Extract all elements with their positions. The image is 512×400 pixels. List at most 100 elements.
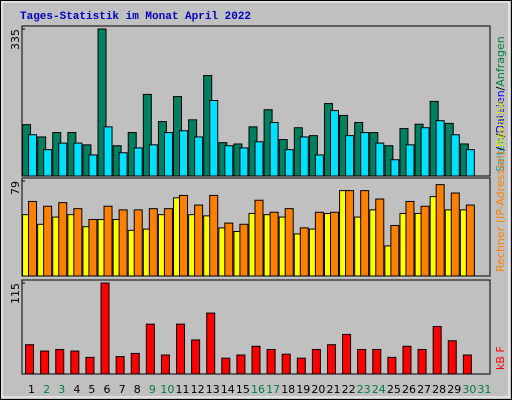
bar	[97, 28, 107, 177]
bar	[357, 348, 367, 375]
bar	[58, 202, 68, 277]
x-tick-label: 28	[432, 383, 446, 396]
x-tick-label: 30	[462, 383, 476, 396]
bar	[236, 354, 246, 375]
bar	[299, 136, 309, 177]
x-tick-label: 8	[134, 383, 141, 396]
legend-entry: Dateien	[494, 90, 507, 133]
bar	[130, 352, 140, 375]
bar	[372, 348, 382, 375]
bar	[465, 149, 475, 177]
bar	[402, 345, 412, 375]
bar	[435, 184, 445, 277]
bar	[266, 348, 276, 375]
bar	[462, 354, 472, 375]
bar	[465, 204, 475, 277]
bar	[209, 100, 219, 177]
bar	[194, 136, 204, 177]
x-tick-label: 6	[104, 383, 111, 396]
bar	[342, 333, 352, 375]
x-tick-label: 26	[402, 383, 416, 396]
bar	[390, 159, 400, 177]
bar	[145, 323, 155, 375]
x-tick-label: 23	[357, 383, 371, 396]
bar	[284, 208, 294, 277]
legend-separator: /	[494, 147, 507, 151]
bar	[191, 339, 201, 375]
bar	[115, 356, 125, 375]
x-tick-label: 20	[311, 383, 325, 396]
bar	[390, 224, 400, 277]
bar	[73, 142, 83, 177]
x-tick-label: 19	[296, 383, 310, 396]
bar	[88, 218, 98, 277]
legend-entry: Seiten	[494, 137, 507, 172]
x-tick-label: 14	[221, 383, 235, 396]
bar	[224, 222, 234, 277]
bar	[269, 121, 279, 177]
bar	[420, 127, 430, 177]
legend-entry: kB F	[494, 346, 507, 370]
bar	[329, 110, 339, 177]
bar	[254, 141, 264, 177]
bar	[435, 120, 445, 177]
x-tick-label: 29	[447, 383, 461, 396]
bar	[299, 227, 309, 277]
bar	[58, 142, 68, 177]
bar	[375, 198, 385, 277]
bar	[176, 323, 186, 375]
bar	[447, 340, 457, 375]
legend-entry: Rechner (IP-Adressen)	[494, 151, 507, 272]
bar	[221, 357, 231, 375]
bar	[148, 144, 158, 177]
legend-separator: /	[494, 86, 507, 90]
bar	[209, 194, 219, 277]
legend: Rechner (IP-Adressen)/Besuche	[494, 100, 507, 272]
bar	[360, 190, 370, 277]
bar	[88, 154, 98, 177]
x-tick-label: 21	[326, 383, 340, 396]
x-tick-label: 1	[28, 383, 35, 396]
bar	[432, 326, 442, 375]
x-tick-label: 3	[58, 383, 65, 396]
y-tick-label: 335	[9, 29, 22, 50]
bar	[40, 350, 50, 375]
bar	[133, 147, 143, 177]
bar	[420, 205, 430, 277]
y-tick-label: 79	[9, 181, 22, 195]
bar	[450, 134, 460, 177]
x-tick-label: 9	[149, 383, 156, 396]
bar	[179, 130, 189, 177]
x-tick-label: 10	[160, 383, 174, 396]
bar	[281, 353, 291, 375]
bar	[417, 348, 427, 375]
bar	[251, 345, 261, 375]
x-tick-label: 22	[342, 383, 356, 396]
bar	[160, 354, 170, 375]
bar	[85, 356, 95, 375]
bar	[28, 134, 38, 177]
bar	[43, 205, 53, 277]
legend: Seiten/Dateien/Anfragen	[494, 36, 507, 172]
bar	[148, 208, 158, 277]
bar	[239, 223, 249, 277]
bar	[133, 209, 143, 277]
bar	[254, 199, 264, 277]
x-tick-label: 17	[266, 383, 280, 396]
bar	[450, 192, 460, 277]
bar	[118, 152, 128, 177]
bar	[194, 204, 204, 277]
legend-entry: Anfragen	[494, 36, 507, 86]
bar	[311, 348, 321, 375]
bar	[269, 211, 279, 277]
legend: kB F	[494, 346, 507, 370]
bar	[314, 211, 324, 277]
bar	[296, 357, 306, 375]
bar	[206, 312, 216, 375]
bar	[163, 208, 173, 277]
chart-title: Tages-Statistik im Monat April 2022	[20, 11, 251, 23]
bar	[345, 190, 355, 277]
bar	[103, 205, 113, 277]
bar	[25, 344, 35, 375]
